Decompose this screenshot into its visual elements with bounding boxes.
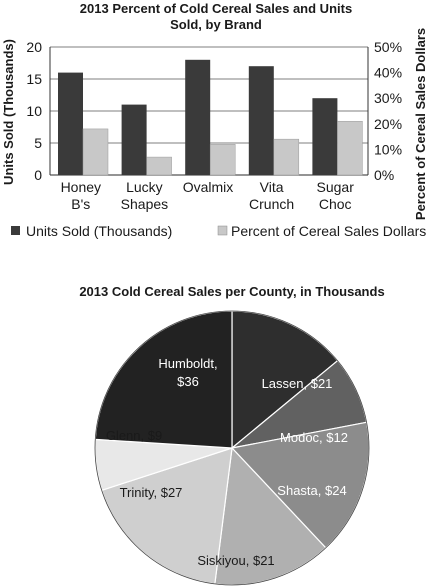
bar-units [312,98,338,175]
x-category-label: Vita [260,179,284,195]
y-tick-left: 10 [26,103,42,119]
bar-legend: Units Sold (Thousands) Percent of Cereal… [11,223,426,239]
bar-percent [146,156,172,176]
bar-percent [273,138,300,176]
bar-chart-title-line-1: 2013 Percent of Cold Cereal Sales and Un… [80,1,352,16]
x-category-label: Honey [61,179,101,195]
pie-slice-label: Trinity, $27 [120,485,183,500]
y-tick-right: 0% [374,167,394,183]
pie-chart-title: 2013 Cold Cereal Sales per County, in Th… [79,284,384,299]
y-tick-left: 15 [26,71,42,87]
bar-percent [209,144,236,176]
y-tick-left: 5 [34,135,42,151]
legend-swatch-units [11,226,20,235]
bar-units [185,59,211,175]
pie-outline [94,310,370,586]
legend-label-percent: Percent of Cereal Sales Dollars [231,223,426,239]
pie-slice-label: Lassen, $21 [262,376,333,391]
x-category-label: Lucky [126,179,163,195]
bar-units [58,72,83,175]
y-axis-right-label: Percent of Cereal Sales Dollars [413,28,428,220]
legend-swatch-percent [217,225,228,236]
x-category-label: Choc [319,196,352,212]
pie-slice-label: $36 [177,374,199,389]
pie-slice-label: Modoc, $12 [280,430,348,445]
y-tick-right: 30% [374,90,402,106]
pie-slice-label: Glenn, $9 [106,428,162,443]
pie-slice-label: Humboldt, [158,356,217,371]
bar-chart-title-line-2: Sold, by Brand [170,17,262,32]
pie-slice-label: Shasta, $24 [277,483,346,498]
x-category-label: Sugar [317,179,355,195]
y-tick-right: 50% [374,39,402,55]
bar-percent [337,120,363,176]
y-tick-right: 10% [374,141,402,157]
y-axis-left-label: Units Sold (Thousands) [1,39,16,185]
x-category-label: B's [71,196,90,212]
x-category-label: Shapes [121,196,168,212]
bar-units [248,66,274,175]
bar-units [121,104,147,175]
y-tick-right: 20% [374,116,402,132]
pie-slice-label: Siskiyou, $21 [197,553,274,568]
x-category-label: Crunch [249,196,294,212]
pie-chart: Lassen, $21 Modoc, $12 Shasta, $24 Siskiyou… [94,310,370,586]
legend-label-units: Units Sold (Thousands) [26,223,172,239]
y-tick-left: 0 [34,167,42,183]
x-category-label: Ovalmix [183,179,234,195]
y-tick-right: 40% [374,65,402,81]
y-tick-left: 20 [26,39,42,55]
bar-percent [82,128,109,176]
